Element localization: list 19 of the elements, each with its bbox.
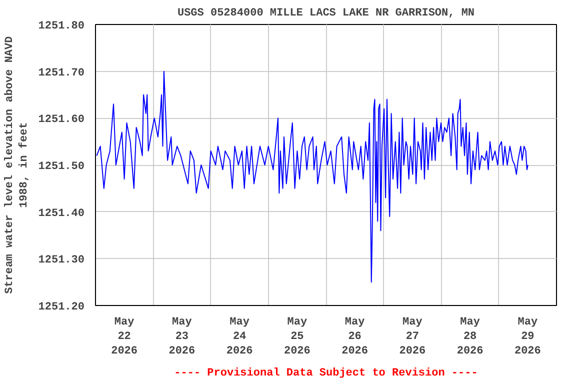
x-tick-label: May 24 2026 [226, 316, 253, 358]
x-tick-label: May 23 2026 [168, 316, 196, 358]
y-tick-label: 1251.60 [38, 114, 85, 126]
x-tick-label: May 29 2026 [514, 316, 541, 358]
y-tick-label: 1251.30 [38, 254, 85, 267]
y-tick-label: 1251.80 [38, 20, 85, 32]
chart-title: USGS 05284000 MILLE LACS LAKE NR GARRISON, MN [177, 8, 475, 20]
x-tick-label: May 28 2026 [456, 316, 484, 358]
x-tick-label: May 25 2026 [284, 316, 310, 358]
y-tick-label: 1251.20 [38, 302, 85, 314]
y-tick-label: 1251.70 [38, 67, 85, 80]
x-tick-label: May 26 2026 [342, 316, 368, 358]
x-tick-label: May 22 2026 [111, 316, 138, 358]
y-tick-label: 1251.50 [38, 161, 85, 173]
y-tick-label: 1251.40 [38, 208, 85, 220]
x-tick-label: May 27 2026 [399, 316, 426, 358]
line-series [96, 70, 528, 283]
text: ---- Provisional Data Subject to Revision ---- [174, 368, 478, 380]
y-axis-title: Stream water level elevation above NAVD 1988, in feet [4, 36, 30, 294]
